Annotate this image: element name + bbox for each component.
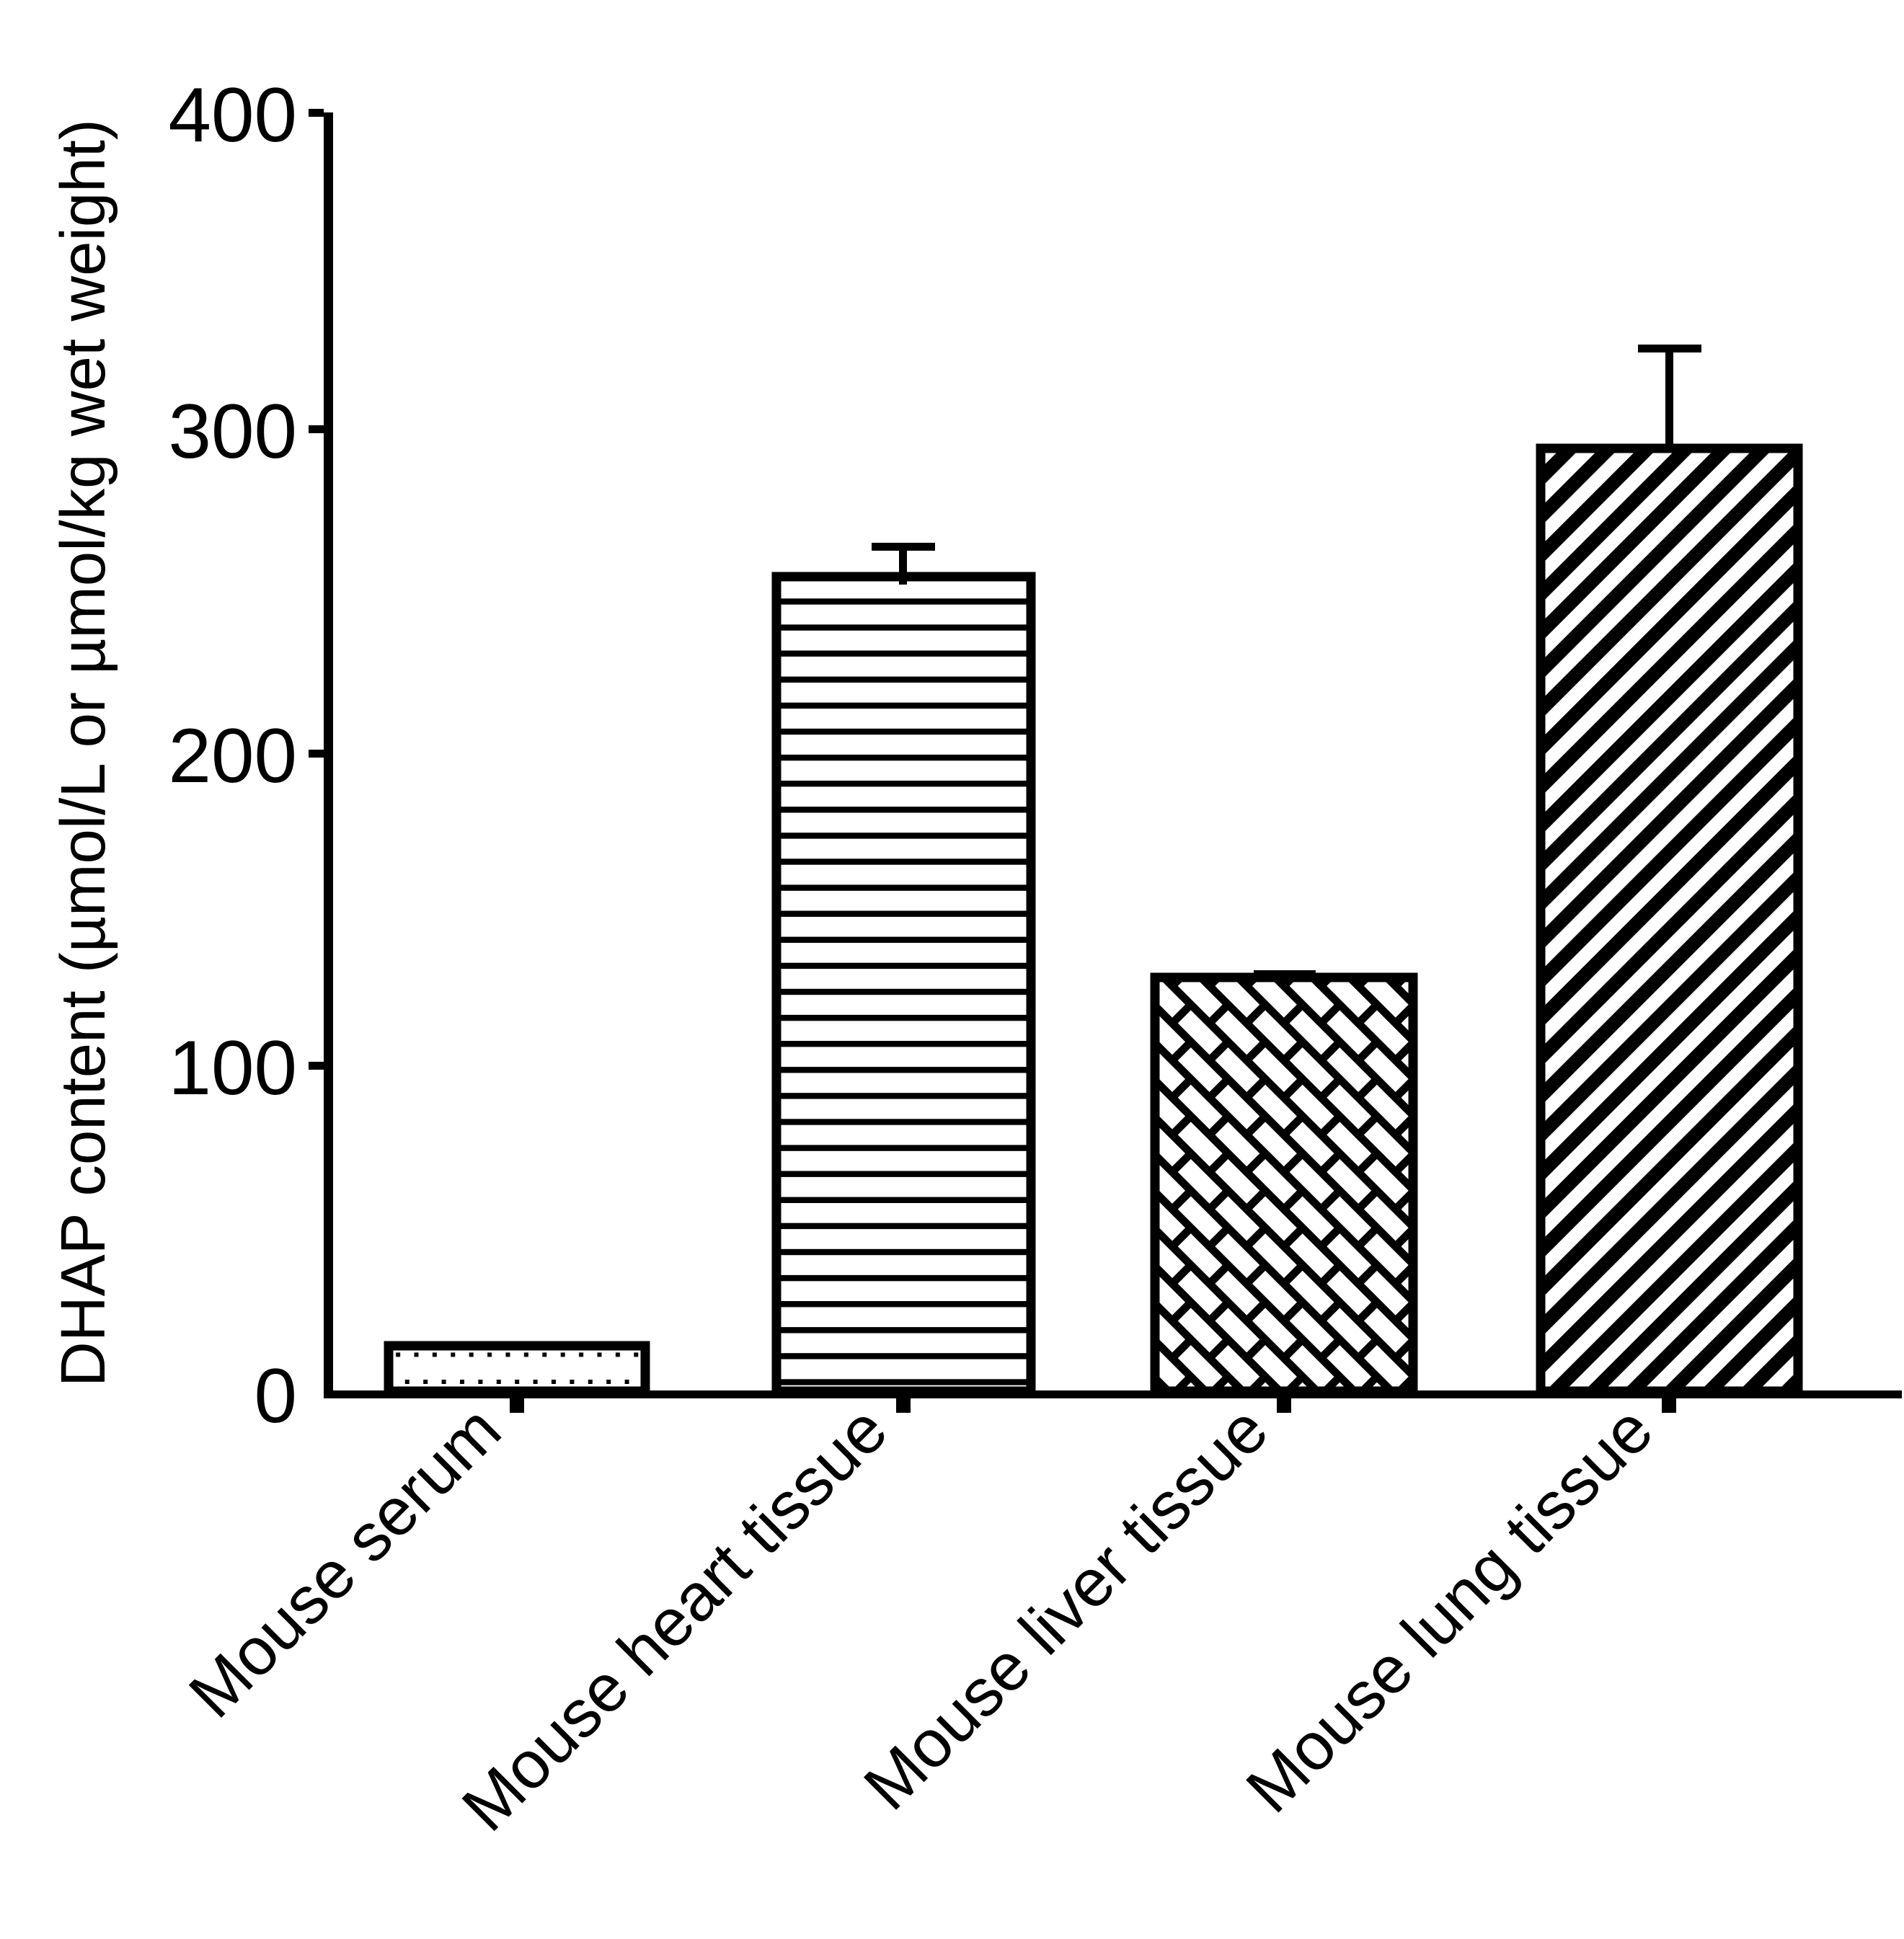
svg-text:0: 0 [254,1352,297,1439]
svg-text:DHAP content (µmol/L or µmol/k: DHAP content (µmol/L or µmol/kg wet weig… [48,119,118,1387]
svg-text:Mouse serum: Mouse serum [174,1392,515,1732]
svg-text:Mouse lung tissue: Mouse lung tissue [1232,1392,1668,1827]
svg-text:200: 200 [168,712,297,799]
svg-text:300: 300 [168,388,297,474]
svg-text:Mouse heart tissue: Mouse heart tissue [448,1392,901,1845]
svg-text:400: 400 [168,71,297,158]
svg-text:100: 100 [168,1024,297,1111]
svg-text:Mouse liver tissue: Mouse liver tissue [849,1392,1282,1824]
